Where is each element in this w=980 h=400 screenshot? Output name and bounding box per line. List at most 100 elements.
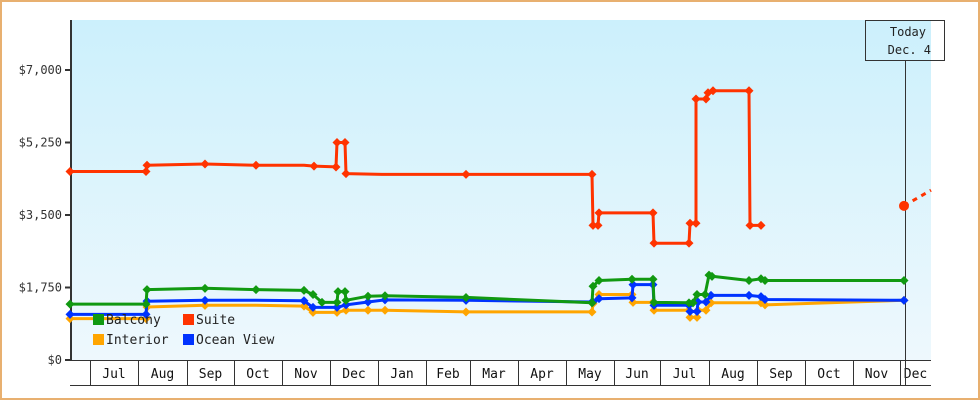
- legend-swatch: [93, 314, 104, 325]
- data-point-marker[interactable]: [688, 298, 698, 308]
- data-point-marker[interactable]: [299, 285, 309, 295]
- data-point-marker[interactable]: [331, 162, 341, 172]
- data-point-marker[interactable]: [700, 290, 710, 300]
- data-point-marker[interactable]: [141, 299, 151, 309]
- data-point-marker[interactable]: [200, 295, 210, 305]
- data-point-marker[interactable]: [341, 300, 351, 310]
- data-point-marker[interactable]: [363, 297, 373, 307]
- today-marker: Today Dec. 4: [865, 20, 945, 385]
- data-point-marker[interactable]: [308, 307, 318, 317]
- data-point-marker[interactable]: [701, 297, 711, 307]
- data-point-marker[interactable]: [65, 299, 75, 309]
- data-point-marker[interactable]: [200, 300, 210, 310]
- data-point-marker[interactable]: [594, 294, 604, 304]
- data-point-marker[interactable]: [341, 169, 351, 179]
- legend-label: Ocean View: [196, 333, 274, 348]
- data-point-marker[interactable]: [587, 298, 597, 308]
- data-point-marker[interactable]: [649, 305, 659, 315]
- data-point-marker[interactable]: [587, 307, 597, 317]
- month-label: May: [578, 367, 602, 382]
- month-label: Dec: [904, 367, 927, 382]
- data-point-marker[interactable]: [380, 291, 390, 301]
- data-point-marker[interactable]: [461, 292, 471, 302]
- data-point-marker[interactable]: [899, 275, 909, 285]
- data-point-marker[interactable]: [141, 167, 151, 176]
- data-point-marker[interactable]: [340, 138, 350, 147]
- series-lines: [65, 86, 932, 324]
- legend-item-balcony[interactable]: Balcony: [93, 313, 161, 328]
- legend-item-interior[interactable]: Interior: [93, 333, 169, 348]
- data-point-marker[interactable]: [649, 297, 659, 307]
- data-point-marker[interactable]: [707, 271, 717, 281]
- data-point-marker[interactable]: [332, 297, 342, 307]
- data-point-marker[interactable]: [461, 307, 471, 317]
- data-point-marker[interactable]: [744, 86, 754, 96]
- data-point-marker[interactable]: [332, 307, 342, 317]
- data-point-marker[interactable]: [141, 309, 151, 319]
- month-label: Aug: [151, 367, 174, 382]
- data-point-marker[interactable]: [142, 285, 152, 295]
- month-label: Jan: [390, 367, 413, 382]
- data-point-marker[interactable]: [684, 238, 694, 248]
- data-point-marker[interactable]: [627, 293, 637, 303]
- data-point-marker[interactable]: [200, 159, 210, 169]
- data-point-marker[interactable]: [333, 287, 343, 297]
- data-point-marker[interactable]: [691, 218, 701, 228]
- data-point-marker[interactable]: [142, 160, 152, 170]
- data-point-marker[interactable]: [363, 305, 373, 315]
- data-point-marker[interactable]: [685, 218, 695, 228]
- data-point-marker[interactable]: [760, 275, 770, 285]
- data-point-marker[interactable]: [317, 297, 327, 307]
- data-point-marker[interactable]: [744, 275, 754, 285]
- data-point-marker[interactable]: [341, 295, 351, 305]
- data-point-marker[interactable]: [588, 220, 598, 230]
- data-point-marker[interactable]: [593, 220, 603, 230]
- data-point-marker[interactable]: [594, 275, 604, 285]
- data-point-marker[interactable]: [340, 287, 350, 297]
- data-point-marker[interactable]: [701, 305, 711, 315]
- data-point-marker[interactable]: [594, 208, 604, 218]
- data-point-marker[interactable]: [341, 305, 351, 315]
- data-point-marker[interactable]: [332, 302, 342, 312]
- data-point-marker[interactable]: [756, 220, 766, 230]
- data-point-marker[interactable]: [708, 86, 718, 96]
- data-point-marker[interactable]: [588, 281, 598, 291]
- data-point-marker[interactable]: [332, 138, 342, 147]
- data-point-marker[interactable]: [685, 307, 695, 317]
- data-point-marker[interactable]: [685, 312, 695, 322]
- legend-item-suite[interactable]: Suite: [183, 313, 235, 328]
- data-point-marker[interactable]: [251, 285, 261, 295]
- legend-label: Suite: [196, 313, 235, 328]
- data-point-marker[interactable]: [744, 290, 754, 300]
- data-point-marker[interactable]: [308, 302, 318, 312]
- data-point-marker[interactable]: [627, 274, 637, 284]
- data-point-marker[interactable]: [461, 169, 471, 179]
- data-point-marker[interactable]: [380, 305, 390, 315]
- current-price-marker[interactable]: [899, 200, 909, 211]
- data-point-marker[interactable]: [899, 295, 909, 305]
- data-point-marker[interactable]: [649, 238, 659, 248]
- data-point-marker[interactable]: [299, 296, 309, 306]
- data-point-marker[interactable]: [65, 167, 75, 176]
- data-point-marker[interactable]: [692, 312, 702, 322]
- y-tick-label: $7,000: [19, 63, 62, 77]
- legend-item-ocean-view[interactable]: Ocean View: [183, 333, 274, 348]
- data-point-marker[interactable]: [363, 291, 373, 301]
- data-point-marker[interactable]: [692, 307, 702, 317]
- data-point-marker[interactable]: [760, 295, 770, 305]
- data-point-marker[interactable]: [648, 208, 658, 218]
- data-point-marker[interactable]: [692, 290, 702, 300]
- data-point-marker[interactable]: [200, 283, 210, 293]
- data-point-marker[interactable]: [309, 161, 319, 171]
- data-point-marker[interactable]: [745, 220, 755, 230]
- data-point-marker[interactable]: [251, 160, 261, 170]
- month-label: Mar: [482, 367, 506, 382]
- data-point-marker[interactable]: [706, 290, 716, 300]
- data-point-marker[interactable]: [308, 290, 318, 300]
- data-point-marker[interactable]: [648, 274, 658, 284]
- data-point-marker[interactable]: [65, 309, 75, 319]
- data-point-marker[interactable]: [760, 300, 770, 310]
- legend-label: Balcony: [106, 313, 161, 328]
- data-point-marker[interactable]: [587, 169, 597, 179]
- data-point-marker[interactable]: [691, 94, 701, 104]
